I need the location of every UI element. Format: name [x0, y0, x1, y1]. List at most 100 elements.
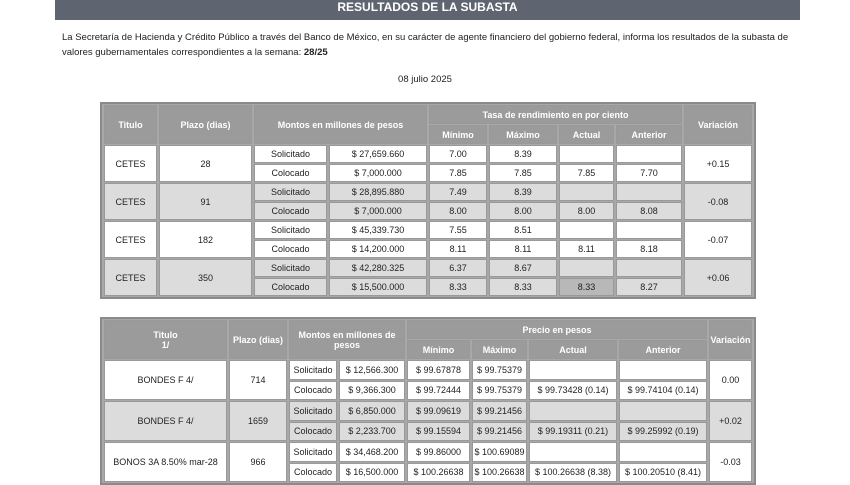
col-plazo: Plazo (dias): [159, 105, 252, 144]
anterior-cell: [619, 360, 708, 380]
anterior-cell: $ 99.25992 (0.19): [619, 421, 708, 441]
minimo-cell: 7.55: [429, 221, 487, 239]
col-plazo: Plazo (dias): [229, 320, 287, 359]
monto-cell: $ 6,850.000: [339, 401, 405, 421]
monto-cell: $ 45,339.730: [329, 221, 427, 239]
maximo-cell: $ 99.75379: [472, 360, 527, 380]
col-minimo: Mínimo: [429, 125, 487, 144]
table-row: Colocado $ 7,000.000 7.85 7.85 7.85 7.70: [104, 164, 752, 182]
actual-cell: 8.00: [559, 202, 614, 220]
table-row: Colocado $ 7,000.000 8.00 8.00 8.00 8.08: [104, 202, 752, 220]
maximo-cell: $ 99.75379: [472, 380, 527, 400]
minimo-cell: $ 99.86000: [407, 442, 470, 462]
col-maximo: Máximo: [472, 340, 527, 359]
plazo-cell: 28: [159, 145, 252, 182]
titulo-cell: CETES: [104, 259, 157, 296]
monto-cell: $ 7,000.000: [329, 202, 427, 220]
minimo-cell: 7.49: [429, 183, 487, 201]
table-row: Colocado $ 14,200.000 8.11 8.11 8.11 8.18: [104, 240, 752, 258]
monto-cell: $ 2,233.700: [339, 421, 405, 441]
col-precio: Precio en pesos: [407, 320, 708, 339]
titulo-cell: BONDES F 4/: [104, 360, 227, 400]
table-row: Colocado $ 2,233.700 $ 99.15594 $ 99.21456 $…: [104, 421, 752, 441]
variacion-cell: -0.08: [684, 183, 753, 220]
actual-cell: $ 100.26638 (8.38): [529, 462, 617, 482]
variacion-cell: 0.00: [709, 360, 753, 400]
monto-cell: $ 14,200.000: [329, 240, 427, 258]
page-title: RESULTADOS DE LA SUBASTA: [55, 0, 800, 20]
monto-cell: $ 12,566.300: [339, 360, 405, 380]
minimo-cell: $ 99.15594: [407, 421, 470, 441]
titulo-cell: CETES: [104, 183, 157, 220]
minimo-cell: 6.37: [429, 259, 487, 277]
monto-cell: $ 15,500.000: [329, 278, 427, 296]
monto-cell: $ 34,468.200: [339, 442, 405, 462]
actual-cell: [559, 145, 614, 163]
type-label: Colocado: [289, 380, 337, 400]
table-row: Colocado $ 15,500.000 8.33 8.33 8.33 8.27: [104, 278, 752, 296]
maximo-cell: 8.00: [489, 202, 557, 220]
minimo-cell: $ 99.72444: [407, 380, 470, 400]
intro-body: La Secretaría de Hacienda y Crédito Públ…: [62, 32, 789, 58]
type-label: Solicitado: [289, 360, 337, 380]
anterior-cell: 8.08: [616, 202, 683, 220]
type-label: Solicitado: [254, 145, 327, 163]
table-row: CETES 91 Solicitado $ 28,895.880 7.49 8.39 -0.…: [104, 183, 753, 220]
anterior-cell: $ 100.20510 (8.41): [619, 462, 708, 482]
col-minimo: Mínimo: [407, 340, 470, 359]
actual-cell: [559, 259, 614, 277]
col-montos: Montos en millones de pesos: [289, 320, 405, 359]
minimo-cell: 8.00: [429, 202, 487, 220]
variacion-cell: -0.03: [709, 442, 753, 482]
table-row: BONDES F 4/714 Solicitado $ 12,566.300 $ 99…: [104, 360, 753, 400]
monto-cell: $ 28,895.880: [329, 183, 427, 201]
maximo-cell: $ 99.21456: [472, 421, 527, 441]
minimo-cell: 7.00: [429, 145, 487, 163]
type-label: Solicitado: [254, 183, 327, 201]
maximo-cell: 8.39: [489, 183, 557, 201]
plazo-cell: 966: [229, 442, 287, 482]
actual-cell: [529, 360, 617, 380]
monto-cell: $ 9,366.300: [339, 380, 405, 400]
type-label: Solicitado: [254, 259, 327, 277]
maximo-cell: $ 99.21456: [472, 401, 527, 421]
week: 28/25: [303, 47, 328, 58]
minimo-cell: $ 99.09619: [407, 401, 470, 421]
actual-cell: $ 99.19311 (0.21): [529, 421, 617, 441]
col-titulo: Titulo: [104, 105, 157, 144]
table-row: BONOS 3A 8.50% mar-28 966 Solicitado $ 34,4…: [104, 442, 753, 482]
col-variacion: Variación: [709, 320, 753, 359]
col-variacion: Variación: [684, 105, 753, 144]
titulo-cell: BONDES F 4/: [104, 401, 227, 441]
anterior-cell: [619, 401, 708, 421]
monto-cell: $ 42,280.325: [329, 259, 427, 277]
plazo-cell: 182: [159, 221, 252, 258]
actual-cell: [529, 442, 617, 462]
minimo-cell: $ 99.67878: [407, 360, 470, 380]
variacion-cell: +0.15: [684, 145, 753, 182]
maximo-cell: $ 100.26638: [472, 462, 527, 482]
anterior-cell: 8.18: [616, 240, 683, 258]
minimo-cell: 8.33: [429, 278, 487, 296]
type-label: Colocado: [289, 421, 337, 441]
auction-date: 08 julio 2025: [398, 74, 452, 85]
titulo-note: 1/: [161, 339, 170, 350]
anterior-cell: [616, 183, 683, 201]
type-label: Colocado: [254, 278, 327, 296]
anterior-cell: [616, 221, 683, 239]
maximo-cell: 8.51: [489, 221, 557, 239]
col-actual: Actual: [529, 340, 617, 359]
actual-cell: [559, 221, 614, 239]
minimo-cell: 8.11: [429, 240, 487, 258]
anterior-cell: [616, 259, 683, 277]
maximo-cell: 7.85: [489, 164, 557, 182]
cetes-table: Titulo Plazo (dias) Montos en millones de …: [100, 102, 757, 299]
maximo-cell: 8.11: [489, 240, 557, 258]
type-label: Colocado: [254, 202, 327, 220]
titulo-cell: CETES: [104, 221, 157, 258]
titulo-cell: CETES: [104, 145, 157, 182]
actual-cell: 7.85: [559, 164, 614, 182]
variacion-cell: -0.07: [684, 221, 753, 258]
col-maximo: Máximo: [489, 125, 557, 144]
table-row: CETES 350 Solicitado $ 42,280.325 6.37 8.67 +0…: [104, 259, 753, 296]
